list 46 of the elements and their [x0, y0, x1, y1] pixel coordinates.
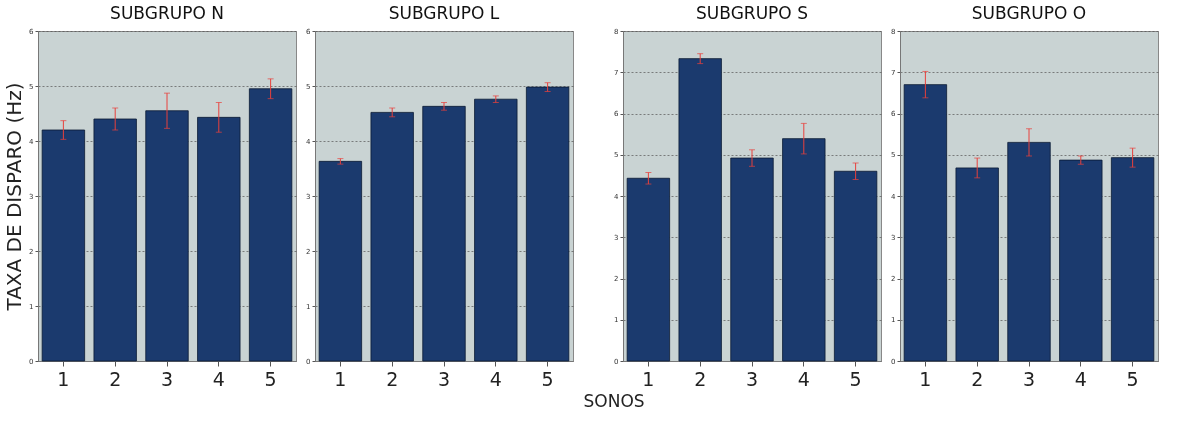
- bar: [474, 98, 518, 362]
- x-tick-label: 2: [109, 367, 122, 390]
- x-tick-label: 2: [694, 367, 707, 390]
- bar: [626, 177, 671, 362]
- bar: [678, 58, 722, 362]
- bar: [1059, 159, 1103, 362]
- bar: [93, 118, 137, 362]
- bar: [41, 129, 86, 362]
- bar: [318, 160, 363, 362]
- x-tick-label: 2: [971, 367, 984, 390]
- bar: [833, 170, 878, 362]
- bar: [422, 105, 466, 362]
- bar: [730, 157, 774, 362]
- x-tick-label: 3: [160, 367, 174, 390]
- x-tick-label: 3: [437, 367, 451, 390]
- x-tick-label: 5: [264, 367, 277, 390]
- x-axis-title: SONOS: [583, 390, 645, 411]
- x-tick-label: 5: [541, 367, 554, 390]
- x-tick-label: 4: [489, 367, 502, 390]
- bar: [525, 86, 570, 362]
- bar: [1110, 157, 1155, 362]
- bar: [197, 116, 241, 362]
- x-tick-label: 4: [797, 367, 810, 390]
- chart-title: SUBGRUPO N: [110, 3, 224, 23]
- y-axis-title: TAXA DE DISPARO (Hz): [2, 82, 27, 312]
- x-tick-label: 1: [642, 367, 655, 390]
- x-tick-label: 5: [849, 367, 862, 390]
- x-tick-label: 5: [1126, 367, 1139, 390]
- x-tick-label: 3: [745, 367, 759, 390]
- chart-title: SUBGRUPO O: [971, 3, 1087, 23]
- chart-title: SUBGRUPO S: [696, 3, 808, 23]
- chart-title: SUBGRUPO L: [388, 3, 500, 23]
- bar: [370, 112, 414, 362]
- bar: [903, 84, 948, 362]
- x-tick-label: 3: [1022, 367, 1036, 390]
- x-tick-label: 4: [212, 367, 225, 390]
- bar: [782, 138, 826, 362]
- x-tick-label: 2: [386, 367, 399, 390]
- bar: [248, 88, 293, 362]
- bar: [1007, 141, 1051, 362]
- x-tick-label: 1: [334, 367, 347, 390]
- bar: [955, 167, 999, 362]
- x-tick-label: 1: [57, 367, 70, 390]
- x-tick-label: 4: [1074, 367, 1087, 390]
- x-tick-label: 1: [919, 367, 932, 390]
- bar: [145, 110, 189, 362]
